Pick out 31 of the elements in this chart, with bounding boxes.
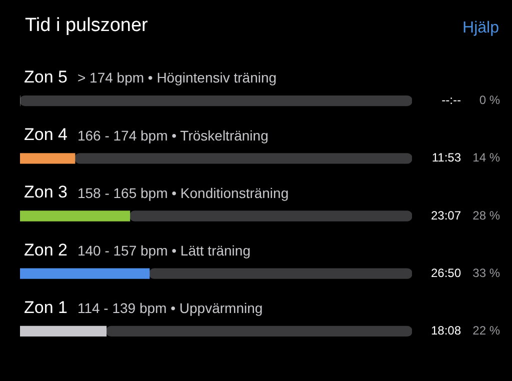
y-tick-label: Zon 5 [24,67,68,86]
y-tick-label: Zon 1 [24,298,68,317]
bar [149,268,412,279]
data-label: 28 % [472,208,500,222]
bar [20,268,150,279]
annotation: 158 - 165 bpm • Konditionsträning [77,184,289,201]
text: 18:08 [430,324,462,338]
bar [106,326,412,337]
annotation: 114 - 139 bpm • Uppvärmning [77,300,263,316]
text: 11:53 [432,150,462,165]
y-tick-label: Zon 4 [24,125,68,144]
bar [74,153,412,164]
bar [129,210,412,222]
data-label: 0 % [479,93,500,108]
text: 26:50 [430,266,462,280]
bar [20,210,130,222]
chart-title: Tid i pulszoner [25,15,149,36]
text: --:-- [442,93,461,108]
y-tick-label: Zon 3 [24,182,68,202]
annotation: 166 - 174 bpm • Tröskelträning [77,127,268,144]
data-label: 14 % [472,150,500,165]
text: Hjälp [462,19,500,36]
data-label: 33 % [472,266,500,280]
annotation: > 174 bpm • Högintensiv träning [77,70,277,86]
text: 23:07 [430,208,462,222]
data-label: 22 % [472,324,500,338]
bar [20,326,107,337]
bar [20,153,76,164]
bar [20,95,412,106]
annotation: 140 - 157 bpm • Lätt träning [77,242,250,258]
y-tick-label: Zon 2 [24,240,68,260]
